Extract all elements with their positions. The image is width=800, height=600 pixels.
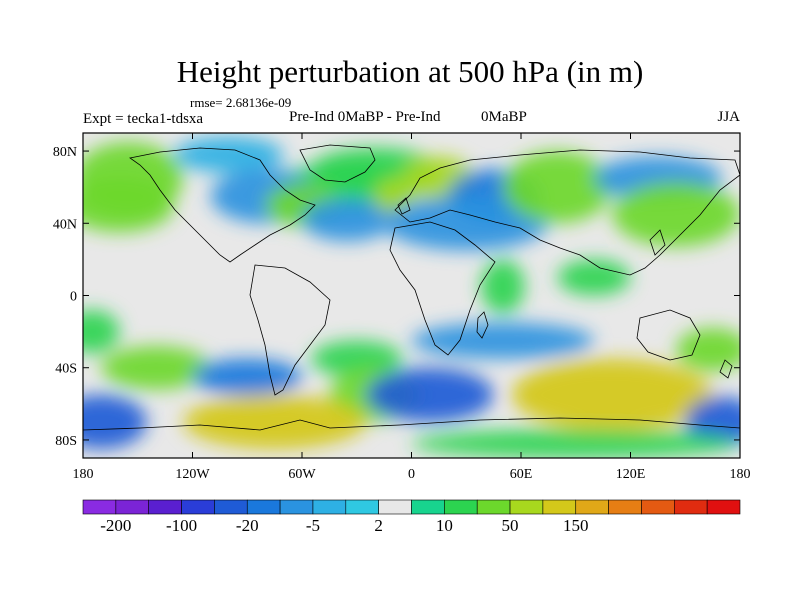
- colorbar-swatch: [542, 499, 577, 515]
- x-tick-label: 0: [408, 467, 415, 482]
- anomaly-blob: [480, 259, 525, 314]
- colorbar-swatch: [181, 499, 215, 515]
- colorbar-swatch: [641, 499, 675, 515]
- x-tick-label: 120W: [175, 467, 210, 482]
- x-tick-label: 60E: [510, 467, 533, 482]
- colorbar-swatch: [115, 499, 149, 515]
- anomaly-blob: [612, 181, 740, 247]
- experiment-label: Expt = tecka1-tdsxa: [83, 111, 203, 127]
- colorbar-label: -20: [236, 516, 259, 535]
- colorbar-label: 150: [563, 516, 589, 535]
- anomaly-blob: [83, 394, 147, 449]
- anomaly-blob: [183, 394, 366, 449]
- rmse-label: rmse= 2.68136e-09: [190, 95, 291, 110]
- coastlines: [83, 144, 740, 431]
- anomaly-blob: [375, 178, 412, 215]
- colorbar-swatch: [82, 499, 117, 515]
- colorbar: -200 -100 -20 -5 2 10 50 150: [82, 499, 741, 535]
- anomaly-blob: [83, 309, 120, 354]
- anomaly-blob: [365, 367, 494, 422]
- anomaly-blob: [174, 136, 284, 173]
- anomaly-blob: [511, 358, 713, 431]
- comparison-label-2: 0MaBP: [481, 109, 527, 125]
- season-label: JJA: [717, 109, 740, 125]
- y-tick-label: 40S: [55, 362, 77, 377]
- colorbar-label: -5: [306, 516, 320, 535]
- colorbar-swatch: [575, 499, 609, 515]
- anomaly-blob: [384, 196, 549, 251]
- y-tick-label: 80N: [53, 145, 77, 160]
- x-tick-label: 120E: [616, 467, 646, 482]
- colorbar-swatch: [279, 499, 314, 515]
- anomaly-blob: [411, 322, 594, 359]
- colorbar-swatch: [148, 499, 182, 515]
- y-axis: 80N 40N 0 40S 80S: [53, 145, 740, 449]
- anomaly-blob: [83, 178, 175, 233]
- colorbar-label: -200: [100, 516, 131, 535]
- colorbar-swatch: [608, 499, 642, 515]
- anomaly-blob: [676, 328, 740, 372]
- plot-area: [83, 133, 740, 458]
- anomaly-blob: [101, 346, 211, 390]
- colorbar-swatch: [444, 499, 478, 515]
- colorbar-label: 10: [436, 516, 453, 535]
- y-tick-label: 80S: [55, 434, 77, 449]
- colorbar-swatch: [378, 499, 412, 515]
- x-tick-label: 180: [73, 467, 94, 482]
- colorbar-swatch: [476, 499, 511, 515]
- y-tick-label: 40N: [53, 217, 77, 232]
- anomaly-blob: [192, 358, 302, 395]
- colorbar-swatch: [706, 499, 741, 515]
- x-tick-label: 60W: [288, 467, 316, 482]
- colorbar-label: 50: [502, 516, 519, 535]
- colorbar-swatch: [345, 499, 379, 515]
- anomaly-blob: [411, 429, 740, 458]
- x-axis: 180 120W 60W 0 60E 120E 180: [73, 133, 751, 482]
- anomaly-field: [83, 136, 740, 458]
- colorbar-swatch: [509, 499, 544, 515]
- colorbar-swatch: [312, 499, 347, 515]
- colorbar-label: -100: [166, 516, 197, 535]
- anomaly-blob: [311, 340, 403, 377]
- colorbar-swatch: [214, 499, 248, 515]
- chart-title: Height perturbation at 500 hPa (in m): [177, 54, 644, 89]
- colorbar-label: 2: [374, 516, 383, 535]
- comparison-label: Pre-Ind 0MaBP - Pre-Ind: [289, 109, 441, 125]
- colorbar-swatch: [246, 499, 281, 515]
- y-tick-label: 0: [70, 290, 77, 305]
- anomaly-blob: [302, 198, 394, 242]
- colorbar-swatch: [411, 499, 445, 515]
- anomaly-blob: [502, 151, 613, 224]
- colorbar-swatch: [673, 499, 708, 515]
- anomaly-blob: [557, 259, 631, 296]
- x-tick-label: 180: [730, 467, 751, 482]
